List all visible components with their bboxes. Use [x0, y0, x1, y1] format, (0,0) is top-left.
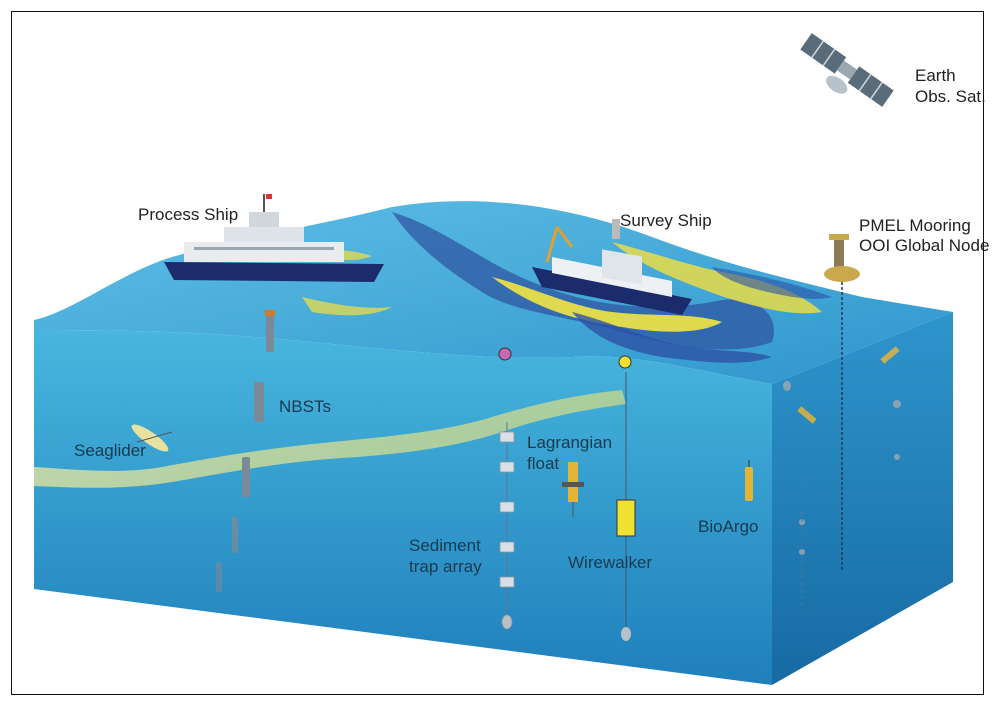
process-ship-icon [164, 194, 384, 282]
satellite-label-line1: Earth [915, 66, 956, 85]
sediment-trap-label-line1: Sediment [409, 536, 481, 555]
nbst-traps [216, 310, 275, 592]
survey-ship-icon [532, 219, 692, 315]
satellite-icon [800, 33, 894, 107]
lagrangian-float-label-line2: float [527, 454, 560, 473]
mooring-label-line1: PMEL Mooring [859, 216, 971, 235]
wirewalker-icon [616, 372, 636, 641]
surface-buoy-yellow [618, 355, 632, 369]
seaglider-label: Seaglider [74, 441, 146, 460]
side-face-instruments [783, 346, 901, 612]
bioargo-icon [745, 460, 753, 501]
survey-ship-label: Survey Ship [620, 211, 712, 230]
satellite-label-line2: Obs. Sat. [915, 87, 986, 106]
process-ship-label: Process Ship [138, 205, 239, 224]
ocean-front-face [34, 330, 772, 685]
mooring-label-line2: OOI Global Node [859, 236, 990, 255]
ocean-block-illustration [34, 33, 953, 685]
bioargo-label: BioArgo [698, 517, 759, 536]
wirewalker-label: Wirewalker [568, 553, 653, 572]
mooring-icon [824, 234, 860, 572]
lagrangian-float-label-line1: Lagrangian [527, 433, 613, 452]
subsurface-layer [34, 390, 626, 488]
sediment-trap-array [499, 422, 515, 630]
sediment-trap-label-line2: trap array [409, 557, 482, 576]
surface-buoy-pink [498, 347, 512, 361]
surface-eddies [302, 212, 832, 363]
figure-frame: Earth Obs. Sat. Process Ship Survey Ship… [11, 11, 989, 695]
seaglider-icon [131, 424, 173, 452]
ocean-side-face [772, 312, 953, 685]
lagrangian-float-icon [562, 462, 584, 517]
nbsts-label: NBSTs [279, 397, 331, 416]
